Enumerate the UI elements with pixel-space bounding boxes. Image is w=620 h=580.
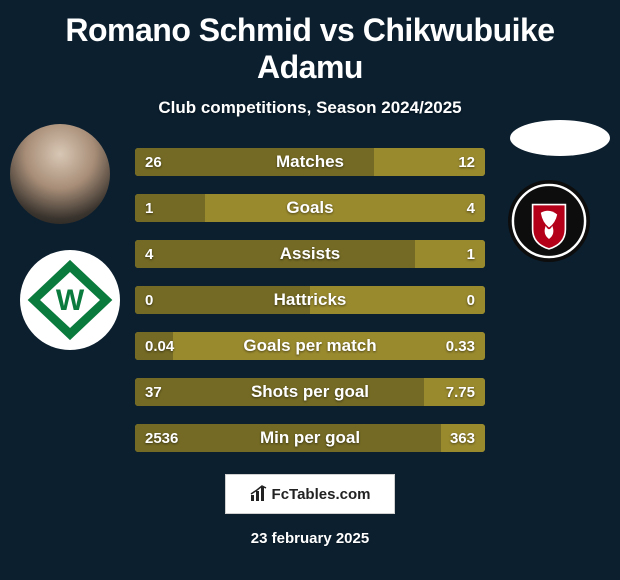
brand-badge[interactable]: FcTables.com xyxy=(225,474,395,514)
bar-row: Hattricks0 0 xyxy=(135,286,485,314)
bar-label: Shots per goal xyxy=(135,378,485,406)
bar-row: Goals per match0.04 0.33 xyxy=(135,332,485,360)
bar-value-left: 37 xyxy=(145,378,162,406)
bar-label: Goals xyxy=(135,194,485,222)
comparison-bars: Matches2612Goals14Assists41Hattricks00Go… xyxy=(135,148,485,452)
player-right-avatar xyxy=(510,120,610,156)
bar-value-left: 0.04 xyxy=(145,332,174,360)
bar-value-right: 0 xyxy=(467,286,475,314)
bar-value-right: 7.75 xyxy=(446,378,475,406)
brand-chart-icon xyxy=(250,485,268,503)
bar-row: Goals1 4 xyxy=(135,194,485,222)
bar-value-left: 1 xyxy=(145,194,153,222)
bar-label: Matches xyxy=(135,148,485,176)
bar-value-left: 26 xyxy=(145,148,162,176)
page-title: Romano Schmid vs Chikwubuike Adamu xyxy=(10,12,610,86)
bar-row: Min per goal2536 363 xyxy=(135,424,485,452)
bar-value-right: 4 xyxy=(467,194,475,222)
subtitle: Club competitions, Season 2024/2025 xyxy=(10,98,610,118)
comparison-card: Romano Schmid vs Chikwubuike Adamu Club … xyxy=(0,0,620,580)
club-left-badge: W xyxy=(20,250,120,350)
bar-row: Matches26 12 xyxy=(135,148,485,176)
club-right-badge xyxy=(508,180,590,262)
bar-label: Hattricks xyxy=(135,286,485,314)
bar-row: Assists4 1 xyxy=(135,240,485,268)
bar-value-left: 2536 xyxy=(145,424,178,452)
player-left-avatar xyxy=(10,124,110,224)
club-left-letter: W xyxy=(56,284,85,317)
bar-label: Goals per match xyxy=(135,332,485,360)
bar-value-right: 0.33 xyxy=(446,332,475,360)
bar-value-right: 12 xyxy=(458,148,475,176)
bar-label: Min per goal xyxy=(135,424,485,452)
bar-value-right: 1 xyxy=(467,240,475,268)
bar-row: Shots per goal37 7.75 xyxy=(135,378,485,406)
brand-text: FcTables.com xyxy=(272,486,371,503)
bar-value-right: 363 xyxy=(450,424,475,452)
bar-value-left: 0 xyxy=(145,286,153,314)
bar-value-left: 4 xyxy=(145,240,153,268)
comparison-date: 23 february 2025 xyxy=(10,530,610,547)
bar-label: Assists xyxy=(135,240,485,268)
